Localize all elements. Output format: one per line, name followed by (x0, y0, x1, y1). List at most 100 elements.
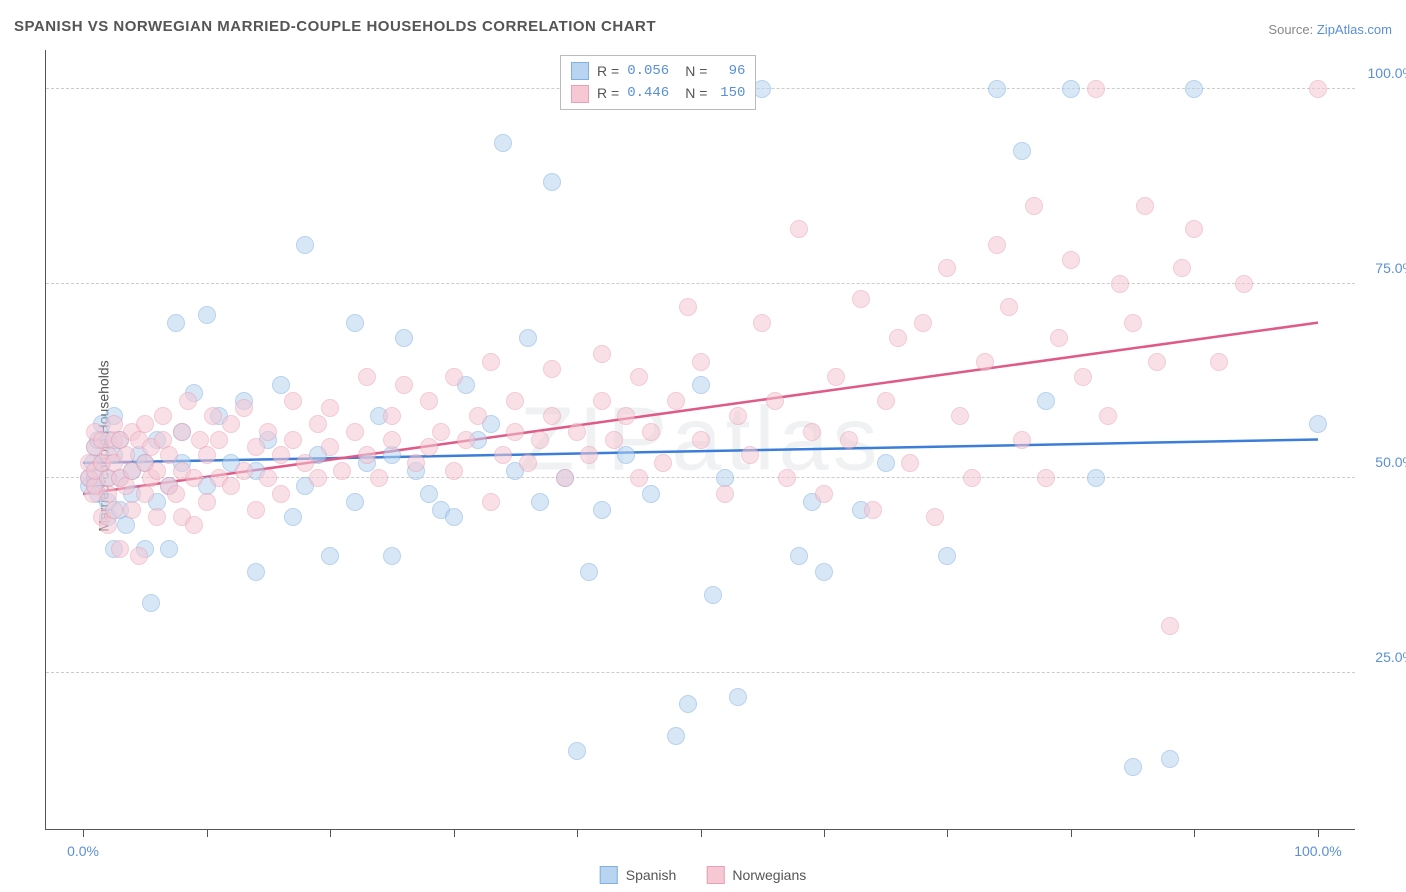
scatter-point-norwegians (580, 446, 598, 464)
legend-swatch-norwegians (706, 866, 724, 884)
legend-swatch-spanish (571, 62, 589, 80)
scatter-point-norwegians (642, 423, 660, 441)
scatter-point-spanish (679, 695, 697, 713)
scatter-point-norwegians (383, 407, 401, 425)
scatter-point-norwegians (753, 314, 771, 332)
trend-line-norwegians (83, 323, 1318, 494)
scatter-point-spanish (531, 493, 549, 511)
scatter-point-norwegians (358, 446, 376, 464)
scatter-point-norwegians (210, 431, 228, 449)
scatter-point-norwegians (160, 446, 178, 464)
scatter-point-spanish (160, 540, 178, 558)
scatter-point-spanish (543, 173, 561, 191)
scatter-point-norwegians (235, 399, 253, 417)
scatter-point-norwegians (272, 485, 290, 503)
scatter-point-norwegians (506, 392, 524, 410)
n-label: N = (685, 82, 707, 104)
scatter-point-norwegians (420, 438, 438, 456)
r-label: R = (597, 60, 619, 82)
source-link[interactable]: ZipAtlas.com (1317, 22, 1392, 37)
scatter-point-norwegians (469, 407, 487, 425)
scatter-point-norwegians (154, 407, 172, 425)
scatter-point-norwegians (321, 399, 339, 417)
scatter-point-spanish (117, 516, 135, 534)
scatter-point-norwegians (123, 501, 141, 519)
scatter-point-norwegians (272, 446, 290, 464)
scatter-point-norwegians (99, 516, 117, 534)
r-value-spanish: 0.056 (627, 60, 669, 82)
scatter-point-norwegians (815, 485, 833, 503)
scatter-point-norwegians (630, 469, 648, 487)
scatter-point-norwegians (222, 477, 240, 495)
scatter-point-norwegians (790, 220, 808, 238)
scatter-point-norwegians (1161, 617, 1179, 635)
scatter-point-norwegians (1124, 314, 1142, 332)
scatter-point-spanish (1013, 142, 1031, 160)
scatter-point-norwegians (358, 368, 376, 386)
legend-label-norwegians: Norwegians (732, 867, 806, 883)
scatter-point-norwegians (395, 376, 413, 394)
y-tick-label: 75.0% (1375, 260, 1406, 276)
scatter-point-spanish (346, 314, 364, 332)
scatter-point-norwegians (617, 407, 635, 425)
scatter-point-norwegians (593, 345, 611, 363)
x-tick-label: 100.0% (1294, 843, 1341, 859)
scatter-point-spanish (568, 742, 586, 760)
scatter-point-spanish (296, 236, 314, 254)
scatter-point-norwegians (148, 508, 166, 526)
scatter-point-spanish (1062, 80, 1080, 98)
scatter-point-spanish (198, 306, 216, 324)
scatter-point-norwegians (235, 462, 253, 480)
legend-swatch-norwegians (571, 85, 589, 103)
scatter-point-norwegians (864, 501, 882, 519)
scatter-point-norwegians (407, 454, 425, 472)
scatter-point-norwegians (309, 469, 327, 487)
scatter-point-norwegians (988, 236, 1006, 254)
scatter-point-norwegians (1309, 80, 1327, 98)
scatter-point-spanish (272, 376, 290, 394)
scatter-point-norwegians (506, 423, 524, 441)
scatter-point-norwegians (543, 360, 561, 378)
scatter-point-norwegians (1000, 298, 1018, 316)
scatter-point-spanish (617, 446, 635, 464)
scatter-point-norwegians (1062, 251, 1080, 269)
scatter-point-norwegians (445, 462, 463, 480)
n-value-norwegians: 150 (715, 82, 745, 104)
chart-title: SPANISH VS NORWEGIAN MARRIED-COUPLE HOUS… (14, 18, 656, 35)
scatter-point-norwegians (692, 353, 710, 371)
scatter-point-spanish (383, 547, 401, 565)
x-tick (330, 829, 331, 837)
scatter-point-norwegians (963, 469, 981, 487)
stats-row-spanish: R =0.056N =96 (571, 60, 745, 82)
scatter-point-spanish (420, 485, 438, 503)
scatter-point-spanish (395, 329, 413, 347)
legend-item-spanish: Spanish (600, 866, 677, 884)
scatter-point-norwegians (259, 469, 277, 487)
scatter-point-norwegians (679, 298, 697, 316)
scatter-point-norwegians (667, 392, 685, 410)
scatter-point-norwegians (296, 454, 314, 472)
scatter-point-norwegians (445, 368, 463, 386)
scatter-point-norwegians (259, 423, 277, 441)
scatter-point-spanish (580, 563, 598, 581)
scatter-point-spanish (1161, 750, 1179, 768)
scatter-point-spanish (383, 446, 401, 464)
scatter-point-norwegians (556, 469, 574, 487)
scatter-point-norwegians (803, 423, 821, 441)
scatter-point-spanish (1087, 469, 1105, 487)
x-tick (454, 829, 455, 837)
scatter-point-norwegians (105, 501, 123, 519)
scatter-point-spanish (1309, 415, 1327, 433)
scatter-point-spanish (1037, 392, 1055, 410)
scatter-point-norwegians (692, 431, 710, 449)
x-tick (1194, 829, 1195, 837)
scatter-point-norwegians (766, 392, 784, 410)
scatter-point-norwegians (976, 353, 994, 371)
scatter-point-norwegians (630, 368, 648, 386)
scatter-point-norwegians (346, 423, 364, 441)
y-tick-label: 25.0% (1375, 649, 1406, 665)
x-tick-label: 0.0% (67, 843, 99, 859)
scatter-point-spanish (346, 493, 364, 511)
r-value-norwegians: 0.446 (627, 82, 669, 104)
scatter-point-norwegians (926, 508, 944, 526)
